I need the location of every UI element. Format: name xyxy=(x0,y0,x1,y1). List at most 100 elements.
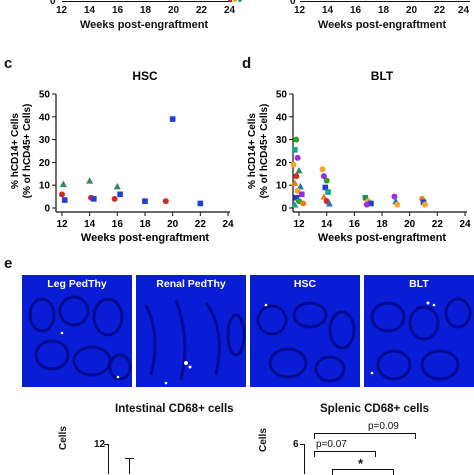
y-tick-label: 0 xyxy=(50,0,56,7)
p-value-label: p=0.09 xyxy=(368,421,399,432)
data-point xyxy=(238,0,242,2)
y-axis-title: % hCD14+ Cells xyxy=(10,113,21,189)
significance-bracket xyxy=(332,469,394,475)
data-point xyxy=(300,200,307,207)
x-axis xyxy=(300,1,470,2)
micrograph-leg-pedthy: Leg PedThy xyxy=(22,275,132,387)
data-point xyxy=(325,189,331,195)
x-tick-22: 22 xyxy=(196,5,208,16)
y-tick-label: 50 xyxy=(276,90,288,101)
chart-title: HSC xyxy=(132,69,158,83)
data-point xyxy=(320,173,327,180)
y-tick xyxy=(300,444,305,445)
data-point xyxy=(368,200,374,207)
p-value-label: p=0.07 xyxy=(316,439,347,450)
x-axis-title: Weeks post-engraftment xyxy=(81,232,209,244)
data-point xyxy=(323,177,330,184)
x-tick-12: 12 xyxy=(294,5,306,16)
y-axis xyxy=(108,444,109,474)
x-tick-label: 20 xyxy=(167,219,179,230)
x-tick-label: 14 xyxy=(84,219,96,230)
error-bar-cap xyxy=(125,458,134,459)
x-tick-16: 16 xyxy=(350,5,362,16)
x-tick-label: 24 xyxy=(222,219,234,230)
y-tick-label: 30 xyxy=(276,135,288,146)
x-tick-label: 24 xyxy=(459,219,471,230)
y-tick-label: 40 xyxy=(276,112,288,123)
data-point xyxy=(292,147,298,153)
x-tick-14: 14 xyxy=(84,5,96,16)
x-tick-label: 12 xyxy=(56,219,68,230)
data-point xyxy=(233,0,237,2)
data-point xyxy=(91,196,97,202)
data-point xyxy=(293,136,300,143)
data-point xyxy=(111,195,118,202)
data-point xyxy=(325,199,333,207)
micrograph-label: Renal PedThy xyxy=(156,278,226,290)
data-point xyxy=(391,193,398,200)
data-point xyxy=(59,180,67,188)
x-tick-20: 20 xyxy=(168,5,180,16)
significance-bracket xyxy=(314,433,416,439)
chart-title: BLT xyxy=(371,69,394,83)
x-tick-18: 18 xyxy=(378,5,390,16)
x-tick-label: 12 xyxy=(293,219,305,230)
x-tick-18: 18 xyxy=(140,5,152,16)
x-tick-label: 16 xyxy=(349,219,361,230)
y-tick xyxy=(104,444,109,445)
x-axis-title: Weeks post-engraftment xyxy=(318,232,446,244)
significance-star: * xyxy=(358,456,364,471)
error-bar xyxy=(129,458,130,474)
x-tick-12: 12 xyxy=(56,5,68,16)
data-point xyxy=(197,200,204,207)
y-tick-label: 0 xyxy=(44,204,50,215)
data-point xyxy=(291,201,299,208)
y-axis-title: (% of hCD45+ Cells) xyxy=(22,104,33,199)
hsc-scatter-chart: HSC 0 10 20 30 40 50 12 14 16 18 20 22 24 Weeks post-e… xyxy=(10,69,234,244)
panel-letter-d: d xyxy=(242,55,252,72)
data-point xyxy=(296,182,304,190)
y-tick-label: 6 xyxy=(293,439,299,450)
data-point xyxy=(228,0,232,2)
data-point xyxy=(319,166,326,173)
x-axis-title: Weeks post-engraftment xyxy=(80,19,209,31)
x-tick-24: 24 xyxy=(458,5,470,16)
y-tick-label: 10 xyxy=(276,181,288,192)
blt-scatter-chart: BLT 0 10 20 30 40 50 12 14 16 18 20 22 24 Weeks post-e… xyxy=(247,69,471,244)
data-point xyxy=(291,179,299,186)
y-tick-label: 40 xyxy=(39,112,51,123)
x-axis xyxy=(62,1,232,2)
x-tick-label: 20 xyxy=(404,219,416,230)
x-tick-label: 22 xyxy=(195,219,207,230)
data-point xyxy=(113,182,121,190)
data-point xyxy=(320,193,328,200)
y-axis-title: % hCD14+ Cells xyxy=(247,113,258,189)
y-tick-label: 50 xyxy=(39,90,51,101)
y-tick-label: 12 xyxy=(94,439,106,450)
x-tick-22: 22 xyxy=(434,5,446,16)
data-point xyxy=(421,201,428,208)
y-axis-title: Cells xyxy=(58,426,69,450)
data-point xyxy=(322,184,329,191)
y-tick-label: 30 xyxy=(39,135,51,146)
data-point xyxy=(59,191,65,198)
x-tick-14: 14 xyxy=(322,5,334,16)
y-tick-label: 20 xyxy=(39,158,51,169)
panel-letter-c: c xyxy=(4,55,13,72)
y-tick-label: 0 xyxy=(290,0,296,7)
x-tick-20: 20 xyxy=(406,5,418,16)
data-point xyxy=(142,198,148,204)
micrograph-label: Leg PedThy xyxy=(47,278,107,290)
data-point xyxy=(394,201,401,208)
y-tick-label: 10 xyxy=(39,181,51,192)
data-point xyxy=(362,194,369,201)
data-point xyxy=(293,173,300,180)
x-tick-16: 16 xyxy=(112,5,124,16)
panel-letter-e: e xyxy=(4,255,13,272)
x-tick-label: 14 xyxy=(321,219,333,230)
x-axis-title: Weeks post-engraftment xyxy=(318,19,447,31)
y-axis xyxy=(304,444,305,474)
micrograph-label: BLT xyxy=(409,278,429,290)
splenic-chart-title: Splenic CD68+ cells xyxy=(320,403,429,415)
intestinal-chart-title: Intestinal CD68+ cells xyxy=(115,403,234,415)
